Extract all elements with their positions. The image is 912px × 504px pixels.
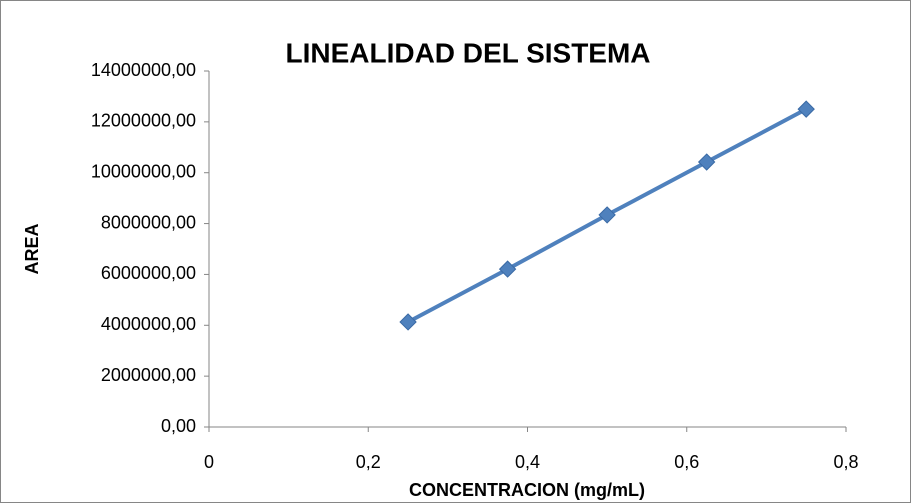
- y-tick-label: 12000000,00: [91, 111, 196, 131]
- y-axis-label: AREA: [22, 223, 42, 274]
- x-tick-label: 0: [204, 452, 214, 472]
- y-tick-label: 10000000,00: [91, 161, 196, 181]
- data-point: [598, 206, 616, 224]
- data-point: [399, 313, 417, 331]
- x-axis-label: CONCENTRACION (mg/mL): [409, 480, 645, 500]
- data-point: [697, 153, 716, 171]
- y-tick-label: 6000000,00: [101, 263, 196, 283]
- y-tick-label: 2000000,00: [101, 365, 196, 385]
- chart-title: LINEALIDAD DEL SISTEMA: [285, 37, 650, 68]
- x-tick-label: 0,2: [356, 452, 381, 472]
- y-tick-label: 14000000,00: [91, 60, 196, 80]
- data-point: [797, 100, 815, 118]
- y-tick-label: 4000000,00: [101, 314, 196, 334]
- y-tick-label: 8000000,00: [101, 212, 196, 232]
- x-tick-label: 0,6: [674, 452, 699, 472]
- data-point: [498, 260, 517, 278]
- y-tick-label: 0,00: [161, 416, 196, 436]
- x-tick-label: 0,4: [515, 452, 540, 472]
- x-tick-label: 0,8: [833, 452, 858, 472]
